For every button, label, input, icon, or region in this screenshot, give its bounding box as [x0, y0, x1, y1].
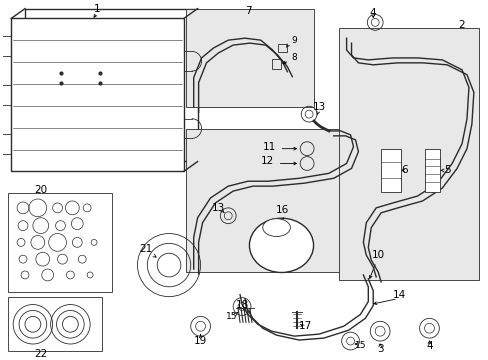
Bar [8, 193, 112, 292]
Text: 18: 18 [235, 300, 248, 310]
Bar [380, 149, 400, 192]
Text: 19: 19 [194, 336, 207, 346]
Text: 16: 16 [275, 205, 288, 215]
Bar [277, 44, 287, 52]
Text: 15: 15 [226, 312, 238, 321]
Text: 10: 10 [371, 250, 384, 260]
Bar [271, 59, 281, 69]
Text: 6: 6 [401, 165, 407, 175]
Text: 13: 13 [312, 102, 325, 112]
Text: 22: 22 [34, 349, 47, 359]
Text: 1: 1 [94, 4, 100, 14]
Text: 15: 15 [354, 342, 366, 351]
Ellipse shape [262, 219, 290, 237]
Text: 11: 11 [263, 142, 276, 152]
Ellipse shape [249, 218, 313, 273]
Bar [185, 129, 358, 272]
Text: 20: 20 [34, 185, 47, 195]
Text: 9: 9 [291, 36, 297, 45]
Text: 4: 4 [425, 341, 432, 351]
Text: 21: 21 [140, 244, 153, 254]
Polygon shape [25, 9, 197, 162]
Bar [338, 28, 478, 280]
Text: 5: 5 [443, 165, 449, 175]
Bar [185, 9, 313, 107]
Text: 14: 14 [392, 290, 406, 300]
Text: 2: 2 [458, 21, 465, 30]
Text: 8: 8 [291, 53, 297, 62]
Text: 7: 7 [244, 5, 251, 15]
Text: 4: 4 [369, 8, 376, 18]
Text: 17: 17 [298, 321, 311, 331]
Bar [424, 149, 439, 192]
Text: 12: 12 [261, 157, 274, 166]
Polygon shape [11, 18, 183, 171]
Text: 13: 13 [211, 203, 224, 213]
Text: 3: 3 [376, 344, 383, 354]
Bar [8, 297, 102, 351]
